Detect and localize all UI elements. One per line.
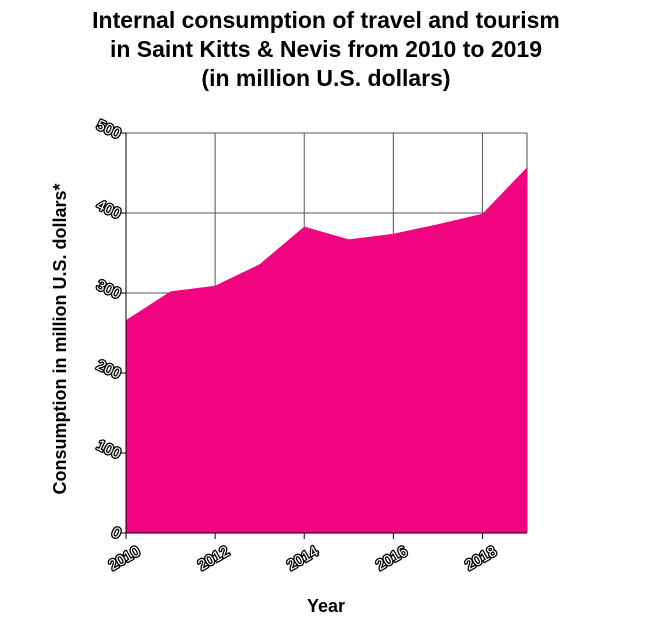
y-tick-label-500: 500 bbox=[94, 117, 124, 143]
chart-title: Internal consumption of travel and touri… bbox=[92, 7, 560, 91]
x-tick-label-2014: 2014 bbox=[284, 543, 321, 574]
y-tick-label-300: 300 bbox=[94, 277, 124, 303]
x-tick-label-2016: 2016 bbox=[373, 543, 410, 574]
y-tick-label-100: 100 bbox=[94, 437, 124, 463]
chart-title-line-3: (in million U.S. dollars) bbox=[201, 65, 450, 91]
x-axis-label: Year bbox=[307, 596, 345, 616]
chart-title-line-1: Internal consumption of travel and touri… bbox=[92, 7, 560, 33]
y-tick-label-400: 400 bbox=[94, 197, 124, 223]
x-tick-labels: 2010 2012 2014 2016 2018 bbox=[106, 533, 500, 574]
area-series bbox=[126, 167, 527, 533]
y-axis-label: Consumption in million U.S. dollars* bbox=[50, 183, 70, 494]
area-series-0 bbox=[126, 167, 527, 533]
x-tick-label-2010: 2010 bbox=[106, 543, 143, 574]
y-tick-label-200: 200 bbox=[94, 357, 124, 383]
x-tick-label-2012: 2012 bbox=[195, 543, 232, 574]
x-tick-label-2018: 2018 bbox=[462, 543, 499, 574]
chart-title-line-2: in Saint Kitts & Nevis from 2010 to 2019 bbox=[110, 36, 542, 62]
